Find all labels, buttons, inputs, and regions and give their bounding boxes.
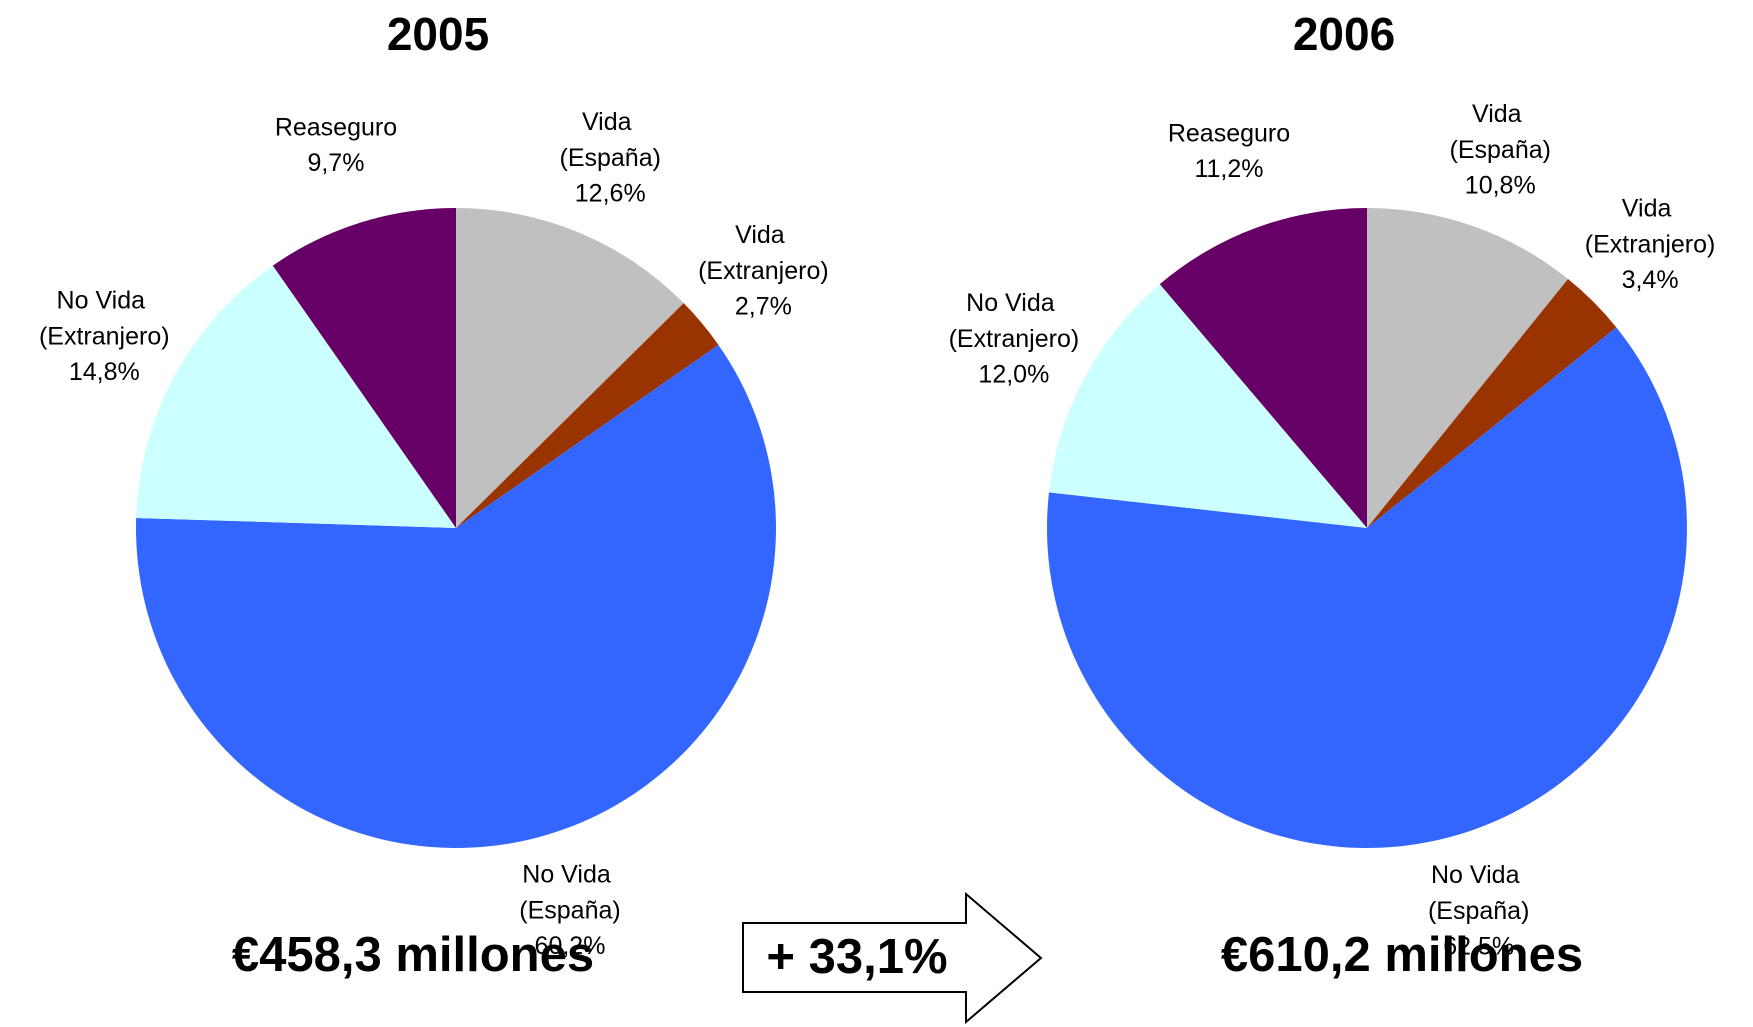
slice-value-label: 12,6%	[575, 180, 646, 208]
slice-value-label: 9,7%	[307, 149, 364, 177]
slice-label: No Vida (Extranjero)	[39, 286, 170, 350]
slice-label: No Vida (España)	[519, 860, 620, 924]
slice-label: Vida (Extranjero)	[1585, 194, 1716, 258]
slice-value-label: 12,0%	[978, 361, 1049, 389]
slice-value-label: 10,8%	[1465, 171, 1536, 199]
slice-value-label: 11,2%	[1194, 155, 1263, 183]
slice-value-label: 60,2%	[535, 932, 606, 960]
pie-slice	[136, 265, 456, 528]
chart-title: 2006	[1293, 8, 1395, 60]
slice-value-label: 3,4%	[1622, 266, 1679, 294]
slice-label: No Vida (Extranjero)	[949, 289, 1080, 353]
total-annotation: €458,3 millones	[232, 928, 594, 982]
pie-slice	[1047, 327, 1688, 849]
growth-label: + 33,1%	[766, 930, 947, 984]
slice-label: No Vida (España)	[1428, 861, 1529, 925]
pie-slice	[1048, 284, 1367, 528]
slice-label: Vida (España)	[560, 108, 661, 172]
slice-label: Vida (España)	[1450, 99, 1551, 163]
slice-label: Vida (Extranjero)	[698, 221, 829, 285]
slice-label: Reaseguro	[1168, 119, 1290, 147]
total-annotation: €610,2 millones	[1221, 928, 1583, 982]
slice-value-label: 62,5%	[1443, 933, 1514, 961]
slice-value-label: 2,7%	[735, 293, 792, 321]
pie-slice	[456, 303, 719, 528]
arrow	[742, 891, 1043, 1025]
slice-label: Reaseguro	[275, 113, 397, 141]
slice-value-label: 14,8%	[69, 358, 140, 386]
pie-slice	[1367, 208, 1569, 528]
pie-slice	[135, 344, 777, 848]
pie-slice	[1367, 279, 1617, 528]
chart-title: 2005	[387, 8, 489, 60]
pie-slice	[456, 208, 684, 528]
pie-slice	[1159, 208, 1367, 528]
pie-slice	[272, 208, 456, 528]
